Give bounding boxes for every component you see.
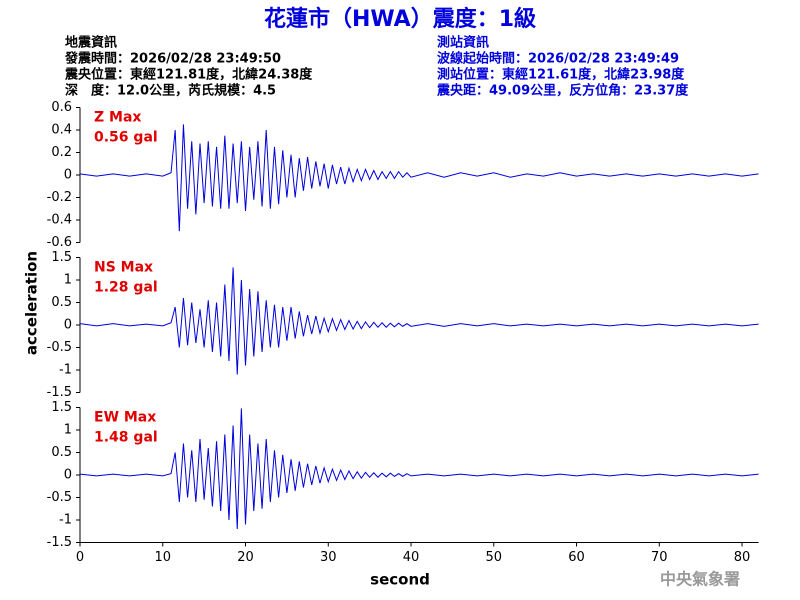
annotation: NS Max: [94, 260, 153, 276]
annotation: Z Max: [94, 110, 141, 126]
y-tick-label: -1: [59, 363, 72, 378]
y-tick-label: 0.6: [51, 100, 72, 115]
y-tick-label: 0.5: [51, 295, 72, 310]
x-tick-label: 20: [237, 550, 254, 565]
y-tick-label: -0.4: [47, 213, 72, 228]
info-line: 發震時間：2026/02/28 23:49:50: [64, 51, 281, 67]
annotation: EW Max: [94, 410, 156, 426]
y-tick-label: -0.5: [47, 490, 72, 505]
info-line: 震央距：49.09公里，反方位角：23.37度: [436, 83, 689, 99]
y-tick-label: 0.5: [51, 445, 72, 460]
waveform: [79, 408, 759, 530]
y-tick-label: 1: [64, 273, 72, 288]
waveform: [79, 124, 759, 232]
y-tick-label: 0: [64, 468, 72, 483]
annotation: 1.28 gal: [94, 280, 158, 296]
x-tick-label: 80: [734, 550, 751, 565]
info-line: 測站位置：東經121.61度，北緯23.98度: [437, 67, 685, 83]
annotation: 0.56 gal: [94, 130, 158, 146]
y-tick-label: -1.5: [47, 535, 72, 550]
y-tick-label: 1.5: [51, 400, 72, 415]
y-tick-label: -1.5: [47, 385, 72, 400]
info-line: 波線起始時間：2026/02/28 23:49:49: [437, 51, 679, 67]
x-tick-label: 70: [651, 550, 668, 565]
y-tick-label: 1.5: [51, 250, 72, 265]
y-axis-label: acceleration: [23, 251, 41, 355]
x-tick-label: 10: [154, 550, 171, 565]
y-tick-label: -0.2: [47, 190, 72, 205]
y-tick-label: 1: [64, 423, 72, 438]
y-tick-label: -0.6: [47, 235, 72, 250]
x-tick-label: 0: [76, 550, 84, 565]
y-tick-label: 0.4: [51, 123, 72, 138]
info-line: 震央位置：東經121.81度，北緯24.38度: [64, 67, 313, 83]
y-tick-label: -1: [59, 513, 72, 528]
annotation: 1.48 gal: [94, 430, 158, 446]
info-line: 地震資訊: [65, 35, 117, 51]
x-axis-label: second: [370, 571, 430, 589]
info-line: 測站資訊: [437, 35, 489, 51]
y-tick-label: 0.2: [51, 145, 72, 160]
x-tick-label: 40: [403, 550, 420, 565]
title: 花蓮市（HWA）震度：1級: [264, 6, 536, 32]
y-tick-label: 0: [64, 318, 72, 333]
x-tick-label: 60: [568, 550, 585, 565]
x-tick-label: 30: [320, 550, 337, 565]
x-tick-label: 50: [486, 550, 503, 565]
footer: 中央氣象署: [660, 570, 740, 589]
waveform: [79, 267, 759, 375]
info-line: 深 度：12.0公里，芮氏規模：4.5: [65, 83, 276, 99]
y-tick-label: 0: [64, 168, 72, 183]
y-tick-label: -0.5: [47, 340, 72, 355]
